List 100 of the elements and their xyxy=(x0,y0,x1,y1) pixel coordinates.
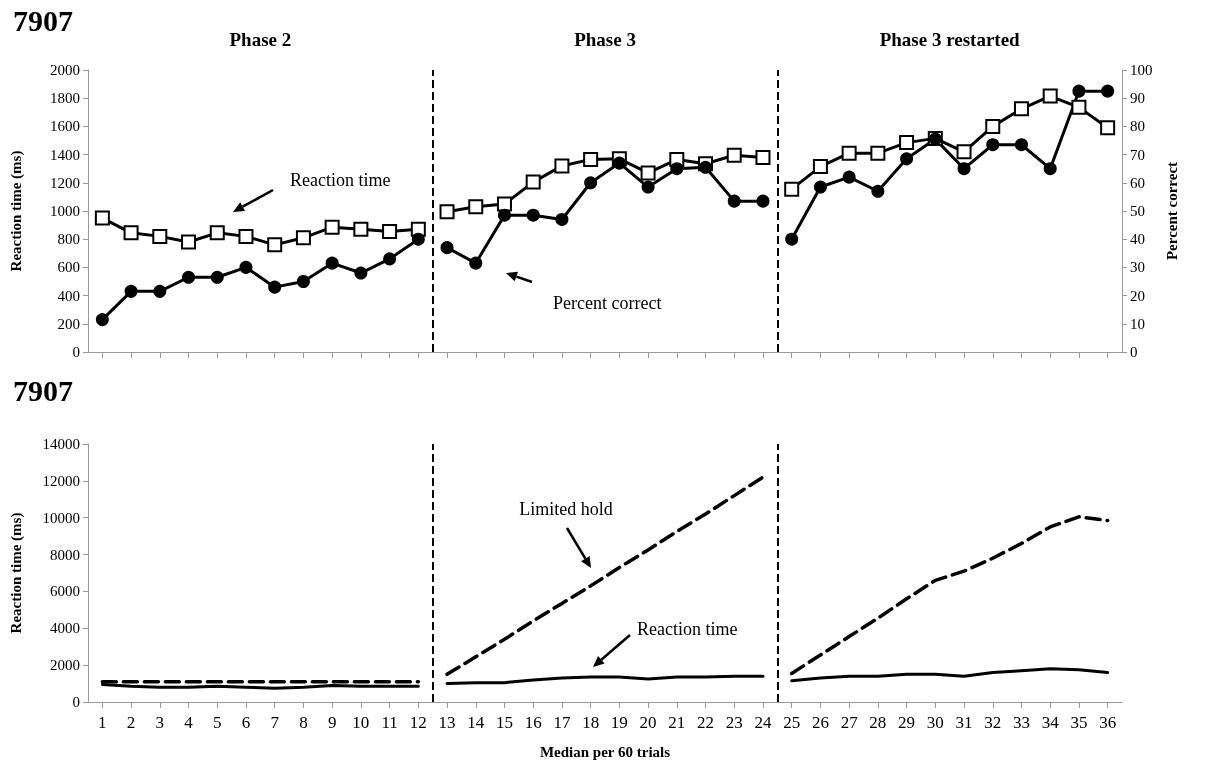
y-tick-label: 10000 xyxy=(42,509,80,526)
x-tick-label: 23 xyxy=(725,713,743,732)
y2-tick-label: 10 xyxy=(1130,315,1145,332)
y-tick-label: 1600 xyxy=(50,118,80,135)
point xyxy=(726,147,742,163)
y2-tick-label: 40 xyxy=(1130,231,1145,248)
y-tick-label: 1200 xyxy=(50,174,80,191)
point xyxy=(382,223,398,239)
x-tick-label: 15 xyxy=(495,713,513,732)
chart-title: 7907 xyxy=(13,3,73,37)
x-tick-label: 31 xyxy=(955,713,973,732)
line-series xyxy=(445,674,765,686)
point xyxy=(354,266,368,280)
point xyxy=(812,159,828,175)
point xyxy=(325,256,339,270)
point xyxy=(295,230,311,246)
x-tick-label: 19 xyxy=(610,713,628,732)
y2-tick-label: 90 xyxy=(1130,90,1145,107)
y2-tick-label: 20 xyxy=(1130,287,1145,304)
point xyxy=(1100,120,1116,136)
x-tick-label: 26 xyxy=(811,713,829,732)
point xyxy=(181,234,197,250)
point xyxy=(641,180,655,194)
point xyxy=(439,204,455,220)
point xyxy=(182,270,196,284)
point xyxy=(153,284,167,298)
point xyxy=(755,149,771,165)
y-tick-label: 2000 xyxy=(50,62,80,78)
point xyxy=(238,228,254,244)
point xyxy=(209,225,225,241)
x-tick-label: 8 xyxy=(299,713,308,732)
y-tick-label: 0 xyxy=(72,344,80,360)
x-tick-label: 28 xyxy=(869,713,887,732)
text: Phase 3 xyxy=(574,29,636,50)
point xyxy=(841,145,857,161)
x-tick-label: 10 xyxy=(352,713,370,732)
x-tick-label: 21 xyxy=(668,713,686,732)
y-tick-label: 1000 xyxy=(50,203,80,219)
point xyxy=(496,196,512,212)
point xyxy=(640,165,656,181)
point xyxy=(210,270,224,284)
x-tick-label: 30 xyxy=(926,713,944,732)
line-series xyxy=(789,515,1110,676)
point xyxy=(1043,162,1057,176)
point xyxy=(986,138,1000,152)
point xyxy=(813,180,827,194)
point xyxy=(469,256,483,270)
point xyxy=(324,219,340,235)
point xyxy=(94,210,110,226)
point xyxy=(1042,88,1058,104)
y2-tick-label: 50 xyxy=(1130,203,1145,219)
x-tick-label: 4 xyxy=(184,713,194,732)
point xyxy=(756,194,770,208)
point xyxy=(1014,138,1028,152)
x-tick-label: 1 xyxy=(98,713,107,732)
point xyxy=(383,252,397,266)
point xyxy=(870,145,886,161)
point xyxy=(899,135,915,151)
point xyxy=(152,228,168,244)
x-tick-label: 33 xyxy=(1012,713,1030,732)
line-series xyxy=(790,667,1110,683)
point xyxy=(612,156,626,170)
y-tick-label: 12000 xyxy=(42,472,80,489)
point xyxy=(1013,101,1029,117)
x-tick-label: 11 xyxy=(381,713,398,732)
x-tick-label: 3 xyxy=(155,713,165,732)
point xyxy=(957,162,971,176)
point xyxy=(268,280,282,294)
point xyxy=(871,184,885,198)
x-tick-label: 25 xyxy=(783,713,801,732)
point xyxy=(353,221,369,237)
x-tick-label: 12 xyxy=(409,713,427,732)
y-tick-label: 4000 xyxy=(50,620,80,637)
y-tick-label: 14000 xyxy=(42,436,80,452)
x-tick-label: 16 xyxy=(524,713,542,732)
point xyxy=(784,181,800,197)
y-tick-label: 1800 xyxy=(50,90,80,107)
x-tick-label: 20 xyxy=(639,713,657,732)
point xyxy=(526,208,540,222)
x-tick-label: 27 xyxy=(840,713,859,732)
x-tick-label: 6 xyxy=(241,713,251,732)
y-axis-title: Reaction time (ms) xyxy=(7,150,25,272)
y2-tick-label: 70 xyxy=(1130,146,1145,163)
x-tick-label: 7 xyxy=(270,713,280,732)
point xyxy=(1072,84,1086,98)
y-tick-label: 600 xyxy=(57,259,80,276)
line-series xyxy=(445,475,765,677)
y-tick-label: 1400 xyxy=(50,146,80,163)
point xyxy=(554,158,570,174)
point xyxy=(842,170,856,184)
y2-tick-label: 100 xyxy=(1130,62,1153,78)
point xyxy=(267,237,283,253)
y2-tick-label: 30 xyxy=(1130,259,1145,276)
x-tick-label: 14 xyxy=(467,713,485,732)
y2-axis-title: Percent correct xyxy=(1163,161,1180,261)
x-tick-label: 17 xyxy=(553,713,571,732)
x-tick-label: 9 xyxy=(327,713,337,732)
x-tick-label: 32 xyxy=(984,713,1002,732)
point xyxy=(583,152,599,168)
x-tick-label: 5 xyxy=(213,713,222,732)
